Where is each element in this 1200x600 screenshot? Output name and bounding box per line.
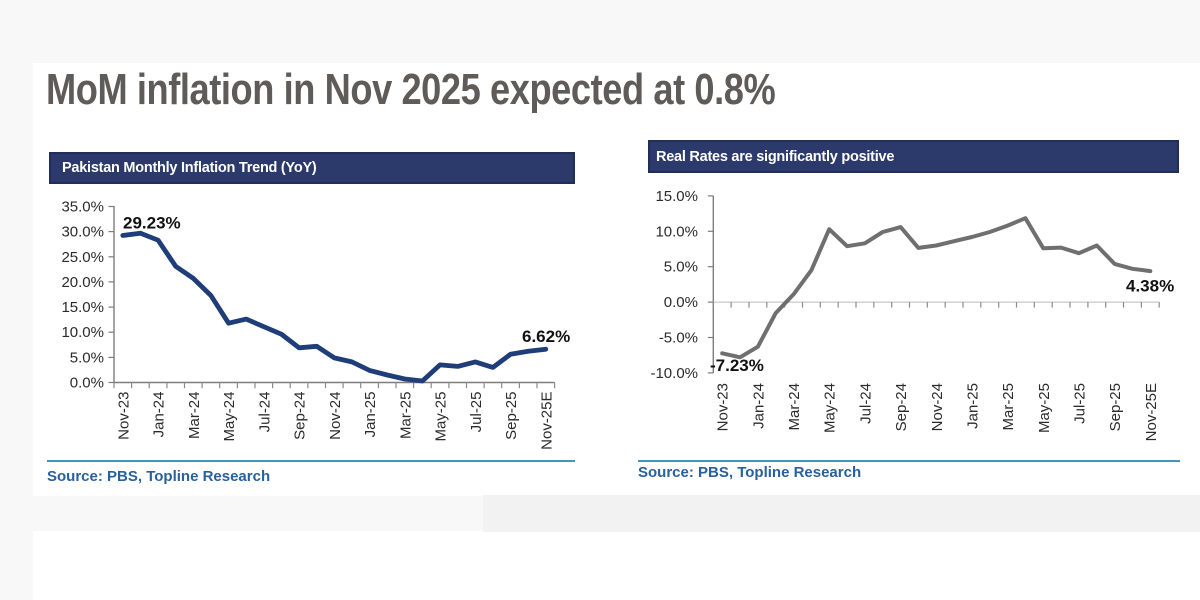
svg-text:Jul-25: Jul-25	[1071, 383, 1088, 424]
svg-text:10.0%: 10.0%	[61, 324, 104, 341]
svg-text:-7.23%: -7.23%	[710, 356, 764, 375]
svg-text:30.0%: 30.0%	[61, 224, 104, 241]
svg-text:May-25: May-25	[1036, 383, 1053, 433]
svg-text:0.0%: 0.0%	[70, 375, 104, 392]
svg-text:0.0%: 0.0%	[664, 294, 698, 311]
svg-text:Nov-24: Nov-24	[327, 392, 344, 440]
svg-text:25.0%: 25.0%	[61, 249, 104, 266]
svg-text:Mar-24: Mar-24	[186, 392, 203, 440]
svg-text:4.38%: 4.38%	[1126, 277, 1174, 296]
svg-text:Jan-24: Jan-24	[151, 392, 168, 438]
svg-text:10.0%: 10.0%	[655, 223, 698, 240]
svg-text:Sep-25: Sep-25	[1107, 383, 1124, 431]
svg-text:Nov-25E: Nov-25E	[538, 392, 555, 450]
svg-text:Nov-23: Nov-23	[715, 383, 732, 431]
svg-text:15.0%: 15.0%	[61, 299, 104, 316]
svg-text:35.0%: 35.0%	[61, 199, 104, 216]
svg-text:Nov-25E: Nov-25E	[1143, 383, 1160, 441]
svg-text:Jul-24: Jul-24	[256, 392, 273, 433]
svg-text:6.62%: 6.62%	[522, 327, 570, 346]
svg-text:Sep-24: Sep-24	[893, 383, 910, 431]
svg-text:May-25: May-25	[433, 392, 450, 442]
svg-text:Mar-24: Mar-24	[786, 383, 803, 431]
svg-text:Sep-24: Sep-24	[292, 392, 309, 440]
svg-text:20.0%: 20.0%	[61, 274, 104, 291]
svg-text:5.0%: 5.0%	[664, 259, 698, 276]
svg-text:Nov-23: Nov-23	[115, 392, 132, 440]
svg-text:-5.0%: -5.0%	[659, 330, 698, 347]
svg-text:15.0%: 15.0%	[655, 188, 698, 205]
svg-text:Jul-25: Jul-25	[468, 392, 485, 433]
svg-text:May-24: May-24	[221, 392, 238, 442]
svg-text:5.0%: 5.0%	[70, 349, 104, 366]
svg-text:May-24: May-24	[822, 383, 839, 433]
svg-text:Mar-25: Mar-25	[1000, 383, 1017, 431]
svg-text:Mar-25: Mar-25	[397, 392, 414, 440]
svg-text:29.23%: 29.23%	[123, 214, 181, 233]
svg-text:Nov-24: Nov-24	[929, 383, 946, 431]
svg-text:Sep-25: Sep-25	[503, 392, 520, 440]
svg-text:Jan-25: Jan-25	[964, 383, 981, 429]
svg-text:-10.0%: -10.0%	[650, 365, 698, 382]
svg-text:Jul-24: Jul-24	[857, 383, 874, 424]
svg-text:Jan-24: Jan-24	[750, 383, 767, 429]
svg-text:Jan-25: Jan-25	[362, 392, 379, 438]
